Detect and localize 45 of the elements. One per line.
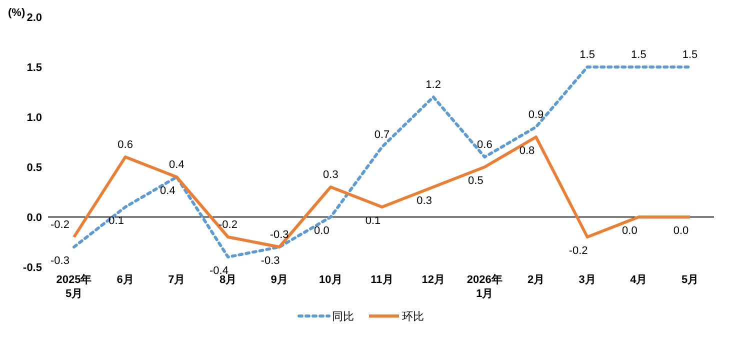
- data-label: 0.7: [374, 129, 390, 141]
- x-tick-label: 10月: [319, 274, 342, 286]
- x-tick-label: 8月: [219, 274, 237, 286]
- x-tick-label: 3月: [578, 274, 596, 286]
- x-tick-label: 6月: [116, 274, 134, 286]
- x-tick-label: 4月: [630, 274, 648, 286]
- legend-label: 同比: [332, 310, 354, 323]
- data-label: -0.2: [568, 245, 588, 257]
- data-label: 1.5: [580, 49, 595, 61]
- y-tick-label: 0.5: [26, 162, 42, 174]
- data-label: -0.3: [260, 255, 280, 267]
- data-label: 0.0: [673, 225, 689, 237]
- data-label: 0.9: [528, 109, 544, 121]
- data-label: 1.2: [426, 79, 441, 91]
- data-label: 1.5: [631, 49, 646, 61]
- y-tick-label: -0.5: [23, 262, 42, 274]
- data-label: -0.3: [270, 229, 289, 241]
- x-tick-label: 2025年 5月: [56, 273, 92, 300]
- x-tick-label: 12月: [422, 274, 445, 286]
- data-label: -0.2: [50, 219, 70, 231]
- y-axis-title: (%): [8, 7, 26, 19]
- y-tick-label: 1.0: [26, 112, 42, 124]
- y-tick-label: 0.0: [26, 212, 42, 224]
- data-label: 0.0: [622, 225, 638, 237]
- x-tick-label: 2月: [527, 274, 545, 286]
- x-tick-label: 7月: [168, 274, 186, 286]
- x-tick-label: 11月: [370, 274, 394, 286]
- x-tick-label: 2026年 1月: [466, 273, 502, 300]
- y-tick-label: 2.0: [26, 12, 42, 24]
- data-label: 0.6: [477, 139, 492, 151]
- data-label: -0.3: [50, 255, 70, 267]
- data-label: 0.6: [118, 139, 133, 151]
- data-label: 0.4: [160, 185, 176, 197]
- data-label: 0.3: [323, 169, 338, 181]
- data-label: 0.5: [468, 175, 484, 187]
- data-label: 0.3: [416, 195, 432, 207]
- legend-label: 环比: [402, 310, 424, 323]
- data-label: 0.8: [519, 145, 535, 157]
- data-label: 0.0: [314, 225, 330, 237]
- x-tick-label: 9月: [270, 274, 288, 286]
- data-label: 0.4: [169, 159, 184, 171]
- data-label: -0.2: [218, 219, 238, 231]
- x-tick-label: 5月: [681, 274, 699, 286]
- y-tick-label: 1.5: [26, 62, 42, 74]
- data-label: 1.5: [682, 49, 698, 61]
